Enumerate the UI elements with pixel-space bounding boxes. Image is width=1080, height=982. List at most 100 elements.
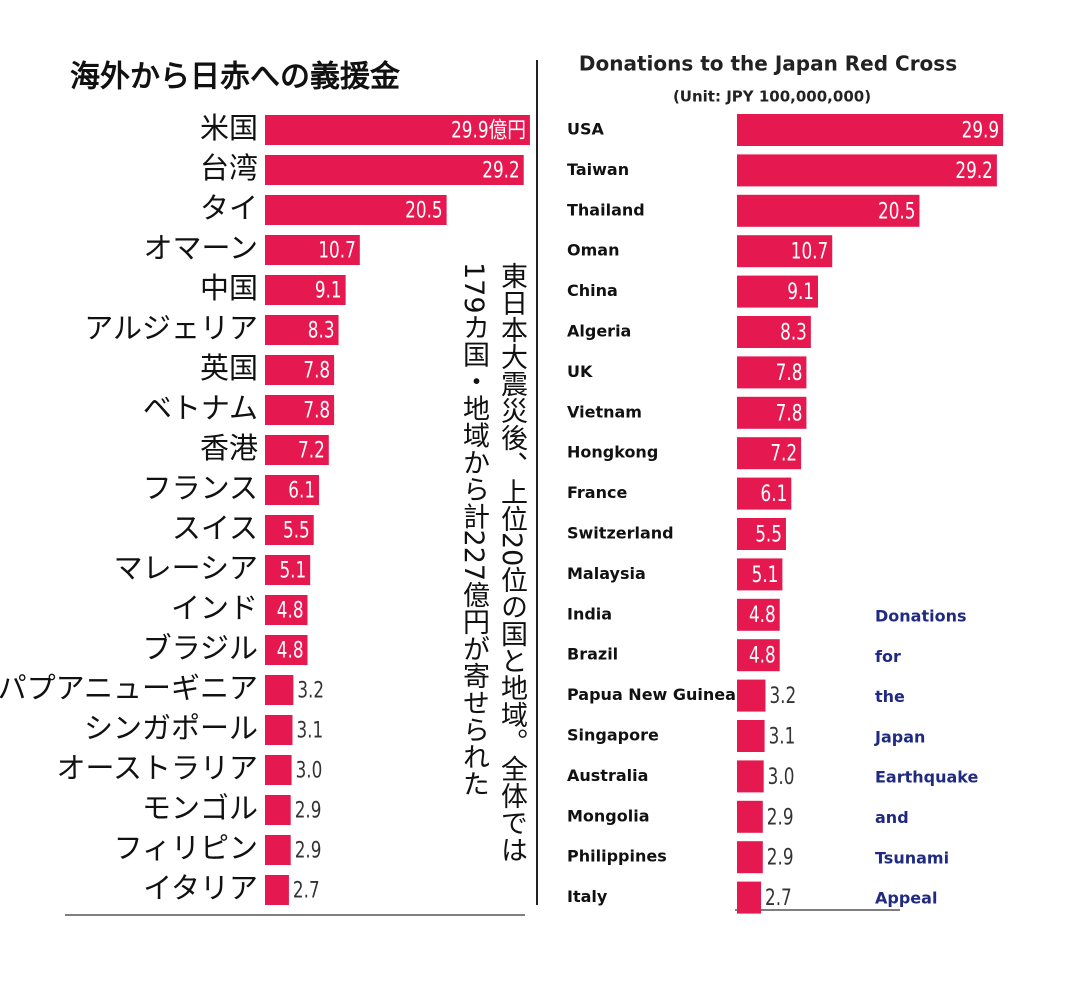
value-label: 5.1 — [752, 561, 779, 587]
category-label: Hongkong — [567, 443, 658, 462]
category-label: Singapore — [567, 726, 659, 745]
category-label: マレーシア — [114, 551, 258, 585]
bar — [737, 316, 811, 348]
bar — [265, 755, 292, 785]
category-label: 台湾 — [200, 151, 258, 185]
value-label: 7.2 — [770, 440, 797, 466]
category-label: Algeria — [567, 322, 631, 341]
category-label: Philippines — [567, 847, 667, 866]
category-label: France — [567, 483, 627, 502]
value-label: 5.1 — [279, 557, 306, 583]
bar — [737, 194, 920, 227]
bar — [265, 635, 308, 665]
value-label: 3.2 — [769, 683, 796, 709]
category-label: Oman — [567, 241, 619, 260]
value-label: 2.7 — [293, 877, 320, 903]
bar — [265, 275, 346, 305]
value-label: 10.7 — [791, 238, 828, 264]
value-label: 2.9 — [767, 804, 794, 830]
bar — [737, 477, 792, 510]
bar — [265, 795, 291, 825]
value-label: 20.5 — [405, 197, 442, 223]
bar — [737, 558, 783, 591]
bar — [265, 395, 335, 425]
value-label: 2.9 — [767, 844, 794, 870]
category-label: スイス — [172, 511, 258, 545]
bar — [737, 275, 818, 308]
category-label: 米国 — [200, 111, 258, 145]
value-label: 5.5 — [283, 517, 310, 543]
value-label: 3.1 — [296, 717, 323, 743]
value-label: 5.5 — [755, 521, 782, 547]
value-label: 9.1 — [315, 277, 342, 303]
chart-title: 海外から日赤への義援金 — [70, 60, 401, 95]
bar — [737, 760, 764, 793]
category-label: インド — [171, 591, 258, 625]
value-label: 29.9 — [962, 117, 999, 143]
category-label: China — [567, 281, 618, 300]
bar — [265, 595, 308, 625]
category-label: 英国 — [200, 351, 258, 385]
bar — [265, 435, 329, 465]
annotation: 東日本大震災後、上位20位の国と地域。全体では179カ国・地域から計227億円が… — [458, 262, 527, 864]
annotation: and — [875, 808, 909, 827]
value-label: 7.8 — [303, 397, 330, 423]
value-label: 9.1 — [787, 279, 814, 305]
value-label: 3.1 — [769, 723, 796, 749]
bar — [737, 235, 833, 268]
bar — [737, 356, 807, 389]
chart-subtitle: (Unit: JPY 100,000,000) — [673, 88, 871, 106]
value-label: 20.5 — [878, 198, 915, 224]
bar — [265, 475, 320, 505]
category-label: India — [567, 604, 612, 623]
category-label: オマーン — [143, 231, 258, 265]
category-label: USA — [567, 120, 605, 139]
bar — [265, 155, 524, 185]
chart-title: Donations to the Japan Red Cross — [579, 52, 957, 76]
category-label: UK — [567, 362, 593, 381]
category-label: Brazil — [567, 645, 618, 664]
value-label: 3.2 — [297, 677, 324, 703]
bar — [737, 518, 786, 550]
bar — [737, 114, 1004, 146]
bar — [737, 598, 780, 631]
category-label: フィリピン — [114, 831, 258, 865]
annotation: the — [875, 687, 905, 706]
value-label: 4.8 — [277, 637, 304, 663]
category-label: Taiwan — [567, 160, 629, 179]
category-label: タイ — [200, 191, 258, 225]
bar — [265, 835, 291, 865]
annotation: Earthquake — [875, 768, 979, 787]
category-label: パプアニューギニア — [0, 671, 258, 705]
value-label: 6.1 — [288, 477, 315, 503]
value-label: 2.7 — [765, 885, 792, 911]
bar — [265, 315, 339, 345]
category-label: Switzerland — [567, 524, 674, 543]
value-label: 3.0 — [768, 763, 795, 789]
value-label: 29.2 — [955, 157, 992, 183]
value-label: 10.7 — [318, 237, 355, 263]
bar — [265, 675, 294, 705]
annotation: for — [875, 647, 901, 666]
category-label: Vietnam — [567, 402, 642, 421]
value-label: 4.8 — [749, 642, 776, 668]
bar — [265, 115, 530, 145]
bar — [265, 355, 335, 385]
annotation: Tsunami — [875, 848, 949, 867]
category-label: 中国 — [200, 271, 258, 305]
value-label: 8.3 — [780, 319, 807, 345]
category-label: Australia — [567, 766, 648, 785]
category-label: ベトナム — [143, 391, 258, 425]
annotation: Donations — [875, 607, 967, 626]
bar — [265, 195, 447, 225]
category-label: Thailand — [567, 200, 645, 219]
value-label: 3.0 — [296, 757, 323, 783]
annotation: Appeal — [875, 889, 937, 908]
category-label: アルジェリア — [84, 311, 258, 345]
value-label: 2.9 — [295, 797, 322, 823]
bar — [737, 437, 802, 470]
value-label: 4.8 — [749, 602, 776, 628]
category-label: イタリア — [143, 871, 258, 905]
category-label: シンガポール — [84, 711, 258, 745]
